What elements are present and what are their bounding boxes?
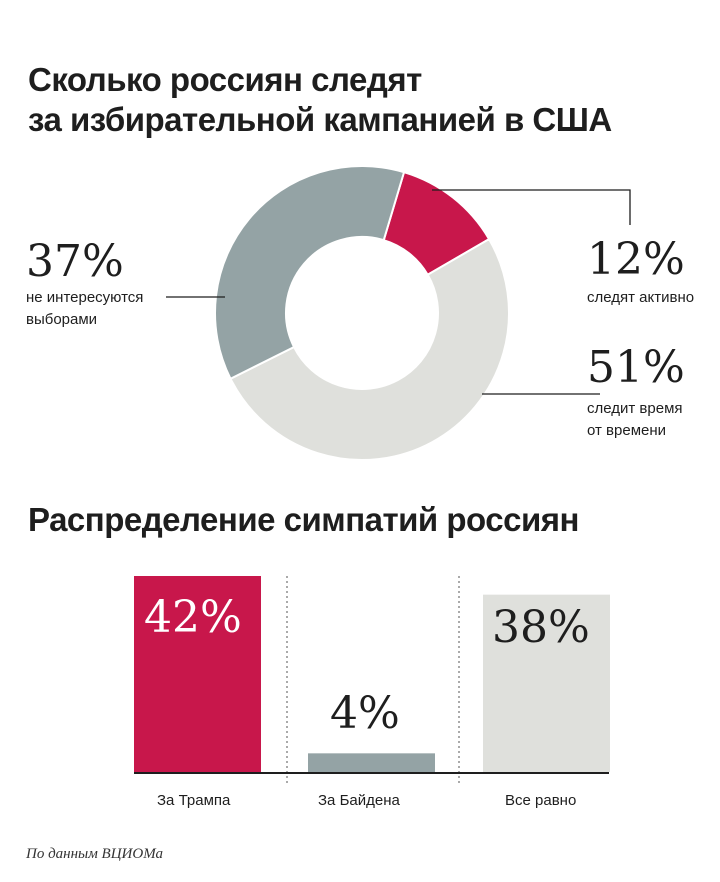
- bar-biden: [308, 753, 435, 772]
- bar-category-biden: За Байдена: [318, 792, 400, 809]
- slice-active-label: следят активно: [587, 289, 695, 306]
- bar-trump: [134, 576, 261, 772]
- slice-not-interested-label-line-1: не интересуются: [26, 289, 144, 306]
- slice-sometimes-pct: 51%: [587, 342, 685, 393]
- donut-slice-not-interested: [214, 165, 406, 381]
- bar-indifferent: [483, 594, 610, 772]
- leader-line-active: [432, 189, 631, 225]
- slice-active-pct: 12%: [587, 234, 685, 285]
- bar-category-trump: За Трампа: [157, 792, 231, 809]
- bar-chart: [134, 576, 610, 772]
- slice-not-interested-label: не интересуются выборами: [26, 287, 143, 331]
- bar-value-biden: 4%: [330, 688, 400, 739]
- pie-title-line-1: Сколько россиян следят: [28, 61, 422, 98]
- pie-title: Сколько россиян следят за избирательной …: [28, 60, 612, 140]
- bar-title: Распределение симпатий россиян: [28, 501, 579, 538]
- slice-sometimes-label-line-1: следит время: [587, 400, 683, 417]
- pie-title-line-2: за избирательной кампанией в США: [28, 101, 612, 138]
- bar-value-indifferent: 38%: [492, 602, 590, 653]
- slice-not-interested-pct: 37%: [26, 236, 124, 287]
- slice-sometimes-label-line-2: от времени: [587, 422, 667, 439]
- bar-value-trump: 42%: [144, 592, 242, 643]
- donut-chart: [214, 165, 510, 461]
- slice-not-interested-label-line-2: выборами: [26, 311, 98, 328]
- source-note: По данным ВЦИОМа: [26, 846, 163, 862]
- bar-category-indifferent: Все равно: [505, 792, 577, 809]
- slice-sometimes-label: следит время от времени: [587, 398, 683, 442]
- donut-slice-sometimes: [229, 237, 510, 461]
- leader-lines: [166, 189, 631, 395]
